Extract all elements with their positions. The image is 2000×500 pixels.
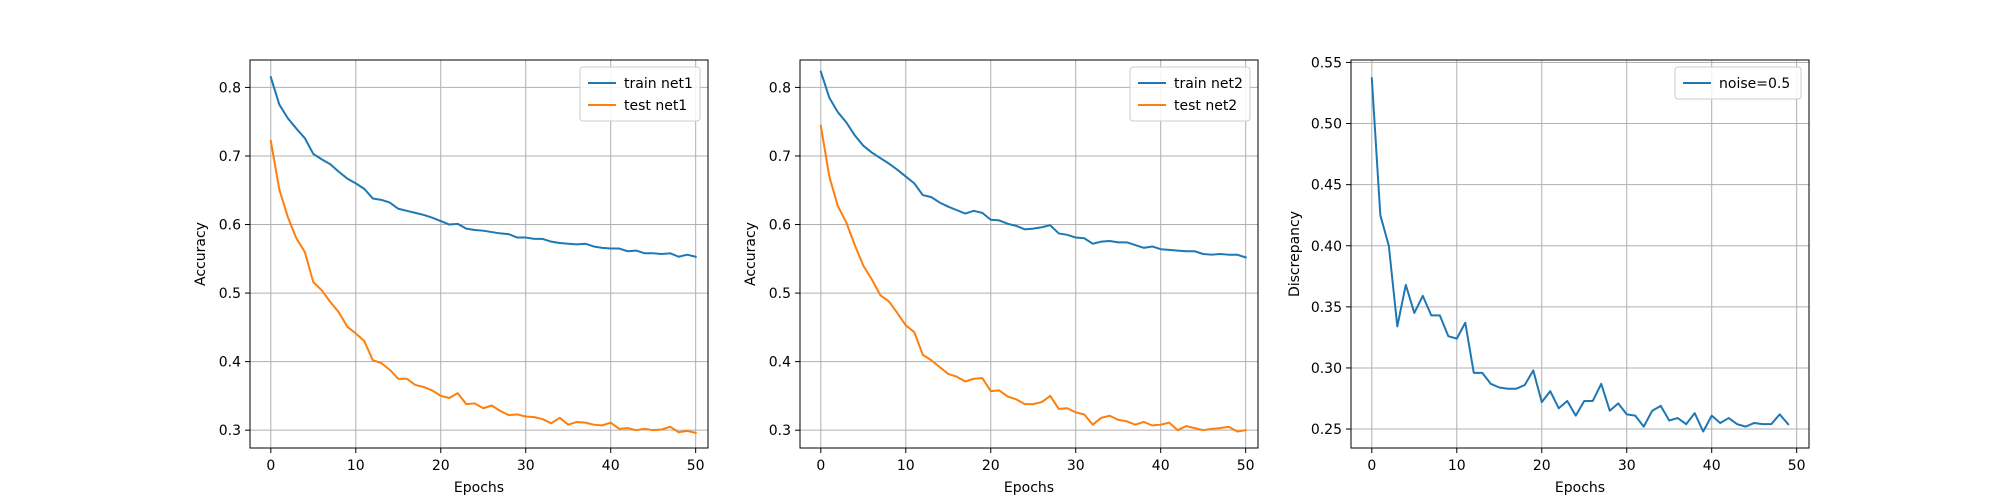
y-tick-label: 0.5 bbox=[219, 286, 241, 302]
legend-box bbox=[579, 66, 701, 122]
x-tick-label: 30 bbox=[1618, 458, 1636, 474]
x-tick-label: 10 bbox=[897, 458, 915, 474]
y-tick-label: 0.6 bbox=[769, 218, 791, 234]
series-line-train-net2 bbox=[819, 70, 1247, 259]
chart-panel-1: 0 10 20 30 40 50 0.3 0.4 0.5 0.6 0.7 0.8 Epochs Accur… bbox=[193, 59, 709, 496]
x-tick-label: 0 bbox=[266, 458, 275, 474]
y-tick-label: 0.3 bbox=[219, 423, 241, 439]
x-axis-title: Epochs bbox=[1004, 480, 1054, 496]
legend-label: test net1 bbox=[624, 98, 687, 114]
y-tick-label: 0.8 bbox=[219, 80, 241, 96]
legend-label: train net2 bbox=[1174, 76, 1243, 92]
y-tick-label: 0.30 bbox=[1311, 361, 1342, 377]
series-line-test-net1 bbox=[269, 139, 697, 435]
x-tick-label: 0 bbox=[816, 458, 825, 474]
y-axis-title: Discrepancy bbox=[1287, 211, 1303, 297]
y-tick-label: 0.7 bbox=[769, 149, 791, 165]
plot-frame bbox=[1350, 59, 1810, 449]
series-line-train-net1 bbox=[269, 75, 697, 258]
series-line-noise-0-5 bbox=[1370, 77, 1790, 433]
y-axis-title: Accuracy bbox=[193, 222, 209, 286]
y-tick-label: 0.7 bbox=[219, 149, 241, 165]
y-tick-label: 0.8 bbox=[769, 80, 791, 96]
legend-label: test net2 bbox=[1174, 98, 1237, 114]
legend-label: train net1 bbox=[624, 76, 693, 92]
x-tick-label: 40 bbox=[1152, 458, 1170, 474]
x-tick-label: 30 bbox=[1067, 458, 1085, 474]
series-line-test-net2 bbox=[819, 124, 1247, 433]
y-tick-label: 0.3 bbox=[769, 423, 791, 439]
legend-box bbox=[1129, 66, 1251, 122]
x-tick-label: 50 bbox=[687, 458, 705, 474]
x-tick-label: 50 bbox=[1237, 458, 1255, 474]
chart-panel-3: 0 10 20 30 40 50 0.25 0.30 0.35 0.40 0.45 0.50 0.55 E… bbox=[1287, 55, 1810, 496]
x-tick-label: 20 bbox=[1533, 458, 1551, 474]
plot-frame bbox=[799, 59, 1259, 449]
y-tick-label: 0.4 bbox=[219, 355, 241, 371]
y-tick-label: 0.35 bbox=[1311, 300, 1342, 316]
y-tick-label: 0.5 bbox=[769, 286, 791, 302]
legend: noise=0.5 bbox=[1674, 66, 1802, 100]
y-axis-title: Accuracy bbox=[743, 222, 759, 286]
x-axis-title: Epochs bbox=[1555, 480, 1605, 496]
x-tick-label: 10 bbox=[1448, 458, 1466, 474]
legend: train net2 test net2 bbox=[1129, 66, 1251, 122]
legend-label: noise=0.5 bbox=[1719, 76, 1790, 92]
y-tick-label: 0.40 bbox=[1311, 239, 1342, 255]
x-tick-label: 20 bbox=[982, 458, 1000, 474]
legend-box bbox=[1674, 66, 1802, 100]
x-tick-label: 10 bbox=[347, 458, 365, 474]
x-tick-label: 50 bbox=[1788, 458, 1806, 474]
x-tick-label: 30 bbox=[517, 458, 535, 474]
y-tick-label: 0.25 bbox=[1311, 422, 1342, 438]
x-tick-label: 40 bbox=[1703, 458, 1721, 474]
y-tick-label: 0.6 bbox=[219, 218, 241, 234]
plot-frame bbox=[249, 59, 709, 449]
y-tick-label: 0.55 bbox=[1311, 55, 1342, 71]
y-tick-label: 0.45 bbox=[1311, 178, 1342, 194]
x-tick-label: 0 bbox=[1367, 458, 1376, 474]
x-tick-label: 20 bbox=[432, 458, 450, 474]
y-tick-label: 0.4 bbox=[769, 355, 791, 371]
legend: train net1 test net1 bbox=[579, 66, 701, 122]
x-tick-label: 40 bbox=[602, 458, 620, 474]
x-axis-title: Epochs bbox=[454, 480, 504, 496]
chart-panel-2: 0 10 20 30 40 50 0.3 0.4 0.5 0.6 0.7 0.8 Epochs Accur… bbox=[743, 59, 1259, 496]
y-tick-label: 0.50 bbox=[1311, 117, 1342, 133]
